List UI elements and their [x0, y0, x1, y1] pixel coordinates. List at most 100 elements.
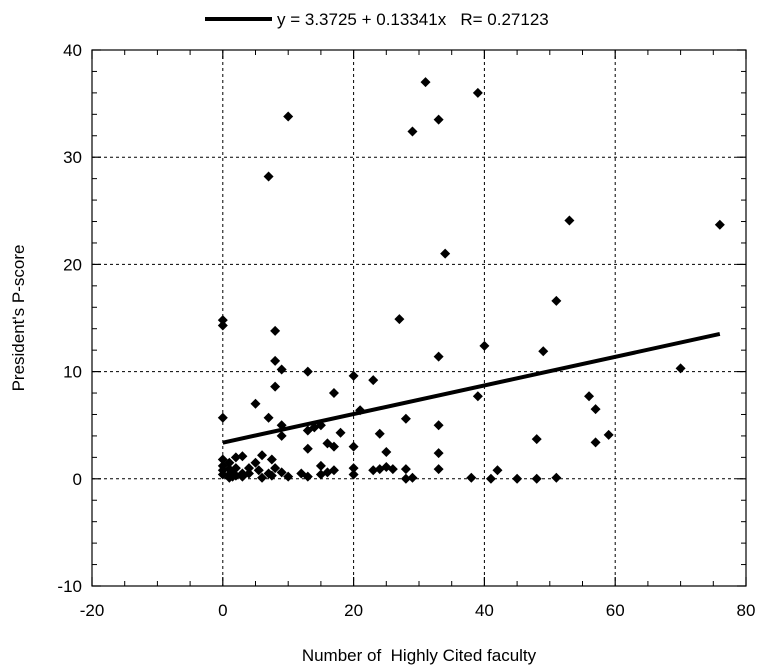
data-point [283, 471, 294, 482]
x-axis-label: Number of Highly Cited faculty [302, 646, 537, 665]
grid-lines [92, 50, 746, 586]
x-tick-label: 60 [606, 601, 625, 620]
x-tick-label: 20 [344, 601, 363, 620]
x-tick-label: 0 [218, 601, 227, 620]
data-point [381, 447, 392, 457]
data-point [296, 468, 307, 479]
data-point [243, 468, 254, 479]
data-point [315, 460, 326, 471]
regression-line [222, 332, 721, 445]
data-point [387, 464, 398, 475]
data-point [263, 412, 274, 423]
data-point [472, 87, 483, 98]
legend-label: y = 3.3725 + 0.13341x R= 0.27123 [277, 10, 549, 29]
data-point [328, 441, 339, 452]
data-point [348, 370, 359, 381]
data-point [348, 441, 359, 452]
data-point [492, 465, 503, 476]
data-point [266, 454, 277, 465]
data-point [257, 450, 268, 461]
data-point [283, 111, 294, 122]
y-tick-label: 20 [63, 255, 82, 274]
data-point [276, 420, 287, 431]
data-point [531, 434, 542, 445]
data-point [590, 437, 601, 448]
data-point [328, 465, 339, 476]
data-point [551, 295, 562, 306]
data-point [263, 171, 274, 182]
data-point [302, 366, 313, 377]
y-tick-label: 0 [73, 470, 82, 489]
data-point [217, 315, 228, 326]
data-point [400, 473, 411, 484]
data-point [394, 314, 405, 325]
x-tick-label: 80 [737, 601, 756, 620]
data-point [257, 472, 268, 483]
y-tick-label: 30 [63, 148, 82, 167]
x-tick-label: -20 [80, 601, 105, 620]
tick-labels: -20 0 20 40 60 80 -10 0 10 20 30 40 [57, 41, 755, 620]
data-point [590, 404, 601, 415]
data-point [584, 391, 595, 402]
data-point [675, 363, 686, 374]
data-point [564, 215, 575, 226]
data-point [368, 375, 379, 386]
data-point [374, 428, 385, 439]
data-point [243, 463, 254, 474]
data-point [348, 469, 359, 480]
data-point [538, 346, 549, 357]
y-tick-label: 10 [63, 363, 82, 382]
data-point [250, 398, 261, 409]
data-point [237, 451, 248, 462]
data-points [217, 77, 725, 484]
data-point [230, 463, 241, 474]
data-point [276, 467, 287, 478]
data-point [531, 473, 542, 484]
data-point [433, 420, 444, 431]
y-tick-label: -10 [57, 577, 82, 596]
data-point [479, 340, 490, 351]
y-tick-label: 40 [63, 41, 82, 60]
y-axis-label: President's P-score [9, 245, 28, 392]
data-point [276, 364, 287, 375]
data-point [472, 391, 483, 402]
data-point [485, 473, 496, 484]
data-point [433, 114, 444, 125]
legend: y = 3.3725 + 0.13341x R= 0.27123 [205, 10, 549, 29]
data-point [420, 77, 431, 88]
data-point [270, 463, 281, 474]
data-point [253, 465, 264, 476]
data-point [407, 126, 418, 137]
data-point [433, 448, 444, 459]
data-point [217, 320, 228, 331]
data-point [217, 412, 228, 423]
data-point [440, 248, 451, 259]
data-point [400, 413, 411, 424]
data-point [466, 472, 477, 483]
data-point [230, 452, 241, 463]
data-point [433, 464, 444, 475]
data-point [335, 427, 346, 438]
data-point [270, 355, 281, 366]
data-point [368, 465, 379, 476]
data-point [355, 405, 366, 416]
plot-frame [91, 49, 747, 587]
data-point [270, 325, 281, 336]
data-point [266, 470, 277, 481]
data-point [276, 430, 287, 441]
data-point [224, 457, 235, 468]
x-tick-label: 40 [475, 601, 494, 620]
data-point [270, 381, 281, 392]
data-point [407, 472, 418, 483]
data-point [315, 420, 326, 431]
data-point [603, 429, 614, 440]
data-point [433, 351, 444, 362]
data-point [400, 464, 411, 475]
data-point [302, 443, 313, 454]
data-point [250, 457, 261, 468]
data-point [328, 388, 339, 399]
data-point [512, 473, 523, 484]
data-point [348, 463, 359, 474]
minor-ticks [91, 49, 747, 587]
